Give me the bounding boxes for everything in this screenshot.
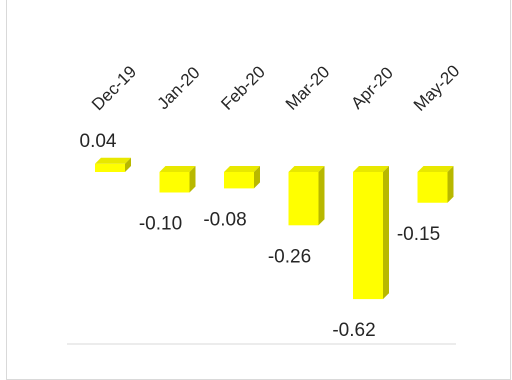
bar-side	[125, 157, 131, 172]
category-tick-labels: Dec-19 Jan-20 Feb-20 Mar-20 Apr-20 May-20	[88, 61, 463, 115]
data-label: -0.62	[332, 320, 375, 341]
bar-apr-20	[353, 166, 389, 300]
bar-top	[288, 166, 325, 172]
bar-front	[417, 172, 448, 203]
bar-front	[159, 172, 190, 193]
bar-front	[224, 172, 254, 189]
data-label: -0.10	[139, 214, 182, 235]
bar-top	[95, 157, 131, 164]
tick-label: Mar-20	[282, 62, 334, 114]
data-labels: 0.04 -0.10 -0.08 -0.26 -0.62 -0.15	[80, 131, 441, 341]
bar-feb-20	[224, 166, 260, 189]
bar-top	[353, 166, 389, 172]
bars-group	[95, 157, 454, 300]
data-label: -0.26	[268, 246, 311, 267]
bar-front	[95, 163, 125, 172]
bar-top	[159, 166, 196, 172]
bar-side	[383, 166, 389, 300]
tick-label: Dec-19	[88, 62, 140, 114]
bar-dec-19	[95, 157, 131, 172]
data-label: -0.15	[397, 224, 440, 245]
tick-label: Apr-20	[347, 63, 397, 113]
bar-side	[189, 166, 196, 193]
bar-side	[254, 166, 260, 189]
bar-front	[353, 172, 383, 300]
bar-front	[288, 172, 319, 226]
bar-side	[447, 166, 454, 203]
bar-may-20	[417, 166, 454, 203]
bar-mar-20	[288, 166, 325, 226]
tick-label: Jan-20	[154, 63, 204, 113]
bar-top	[417, 166, 454, 172]
data-label: -0.08	[203, 209, 246, 230]
bar-side	[318, 166, 325, 226]
bar-jan-20	[159, 166, 196, 193]
bar-top	[224, 166, 260, 172]
tick-label: May-20	[410, 61, 464, 115]
tick-label: Feb-20	[217, 62, 269, 114]
data-label: 0.04	[80, 131, 117, 152]
